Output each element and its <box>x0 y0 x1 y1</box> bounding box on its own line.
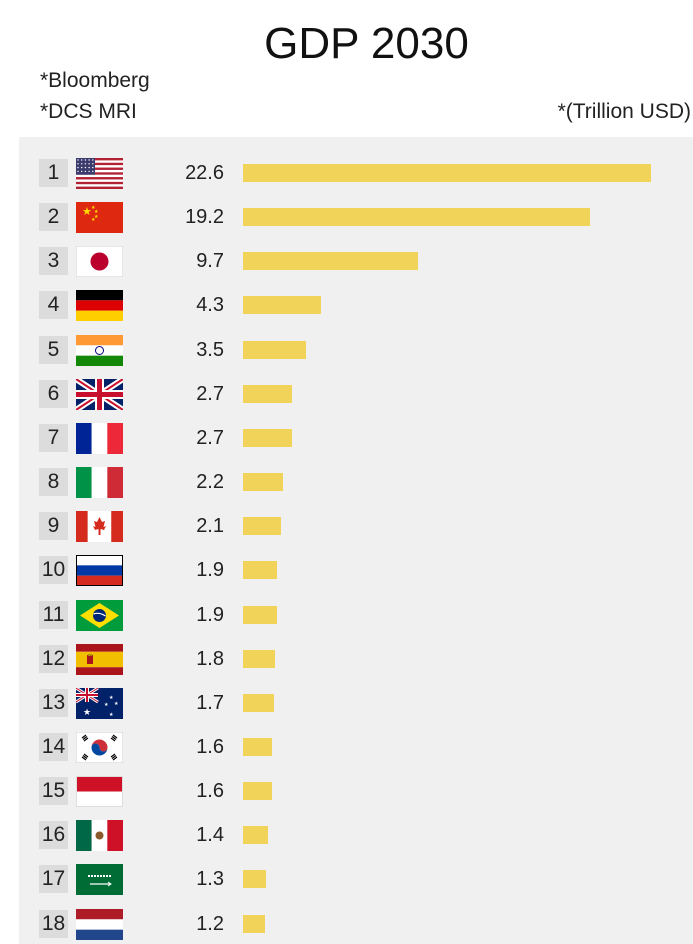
chart-title: GDP 2030 <box>264 19 469 68</box>
value-label: 2.2 <box>196 471 224 494</box>
svg-text:★: ★ <box>94 209 99 215</box>
value-label: 1.4 <box>196 824 224 847</box>
south-korea-flag-icon <box>76 731 123 763</box>
svg-text:★: ★ <box>91 205 96 211</box>
gdp-bar <box>243 693 274 712</box>
gdp-bar <box>243 384 292 403</box>
gdp-bar <box>243 914 265 933</box>
value-label: 2.7 <box>196 426 224 449</box>
value-label: 4.3 <box>196 294 224 317</box>
canada-flag-icon <box>76 511 123 543</box>
value-label: 1.9 <box>196 559 224 582</box>
rank-label: 4 <box>39 291 68 320</box>
value-label: 19.2 <box>185 206 224 229</box>
svg-text:★: ★ <box>109 712 114 718</box>
japan-flag-icon <box>76 246 123 278</box>
rank-label: 13 <box>39 688 68 717</box>
svg-text:★: ★ <box>91 217 96 223</box>
rank-label: 10 <box>39 556 68 585</box>
saudi-arabia-flag-icon <box>76 864 123 896</box>
gdp-bar <box>243 737 272 756</box>
value-label: 1.3 <box>196 868 224 891</box>
value-label: 1.6 <box>196 735 224 758</box>
gdp-bar <box>243 296 321 315</box>
rank-label: 18 <box>39 909 68 938</box>
rank-label: 9 <box>39 512 68 541</box>
italy-flag-icon <box>76 467 123 499</box>
svg-text:★: ★ <box>114 701 119 707</box>
svg-text:★: ★ <box>109 695 114 701</box>
value-label: 1.6 <box>196 780 224 803</box>
us-flag-icon <box>76 158 123 189</box>
value-label: 2.7 <box>196 382 224 405</box>
gdp-bar <box>243 826 269 845</box>
gdp-bar <box>243 340 307 359</box>
uk-flag-icon <box>76 378 123 410</box>
netherlands-flag-icon <box>76 908 123 940</box>
rank-label: 12 <box>39 644 68 673</box>
rank-label: 2 <box>39 203 68 232</box>
source-bloomberg: *Bloomberg <box>40 69 150 92</box>
svg-text:★: ★ <box>104 702 109 708</box>
mexico-flag-icon <box>76 820 123 852</box>
source-dcs-mri: *DCS MRI <box>40 100 137 123</box>
svg-text:★: ★ <box>83 708 91 718</box>
value-label: 9.7 <box>196 250 224 273</box>
gdp-bar <box>243 208 590 227</box>
gdp-bar <box>243 473 283 492</box>
gdp-bar <box>243 870 267 889</box>
china-flag-icon: ★ ★ ★ ★ ★ <box>76 202 123 234</box>
svg-text:★: ★ <box>94 214 99 220</box>
value-label: 22.6 <box>185 162 224 184</box>
rank-label: 7 <box>39 423 68 452</box>
value-label: 1.2 <box>196 912 224 935</box>
gdp-bar <box>243 517 281 536</box>
rank-label: 11 <box>39 600 68 629</box>
rank-label: 6 <box>39 379 68 408</box>
gdp-bar <box>243 561 278 580</box>
gdp-bar <box>243 605 278 624</box>
rank-label: 3 <box>39 247 68 276</box>
rank-label: 17 <box>39 865 68 894</box>
rank-label: 16 <box>39 821 68 850</box>
value-label: 1.8 <box>196 647 224 670</box>
gdp-bar <box>243 428 292 447</box>
gdp-bar <box>243 649 276 668</box>
value-label: 2.1 <box>196 515 224 538</box>
germany-flag-icon <box>76 290 123 322</box>
rank-label: 15 <box>39 777 68 806</box>
svg-text:★: ★ <box>82 205 92 218</box>
russia-flag-icon <box>76 555 123 587</box>
australia-flag-icon: ★ ★ ★ ★ ★ <box>76 687 123 719</box>
rank-label: 8 <box>39 468 68 497</box>
indonesia-flag-icon <box>76 776 123 808</box>
spain-flag-icon <box>76 643 123 675</box>
rank-label: 1 <box>39 159 68 187</box>
value-label: 1.7 <box>196 691 224 714</box>
gdp-bar <box>243 252 419 271</box>
rank-label: 5 <box>39 335 68 364</box>
france-flag-icon <box>76 422 123 454</box>
value-label: 1.9 <box>196 603 224 626</box>
brazil-flag-icon <box>76 599 123 631</box>
rank-label: 14 <box>39 732 68 761</box>
india-flag-icon <box>76 334 123 366</box>
value-label: 3.5 <box>196 338 224 361</box>
unit-note: *(Trillion USD) <box>557 100 691 123</box>
gdp-bar <box>243 782 272 801</box>
gdp-bar <box>243 164 651 182</box>
chart-panel <box>19 137 693 944</box>
